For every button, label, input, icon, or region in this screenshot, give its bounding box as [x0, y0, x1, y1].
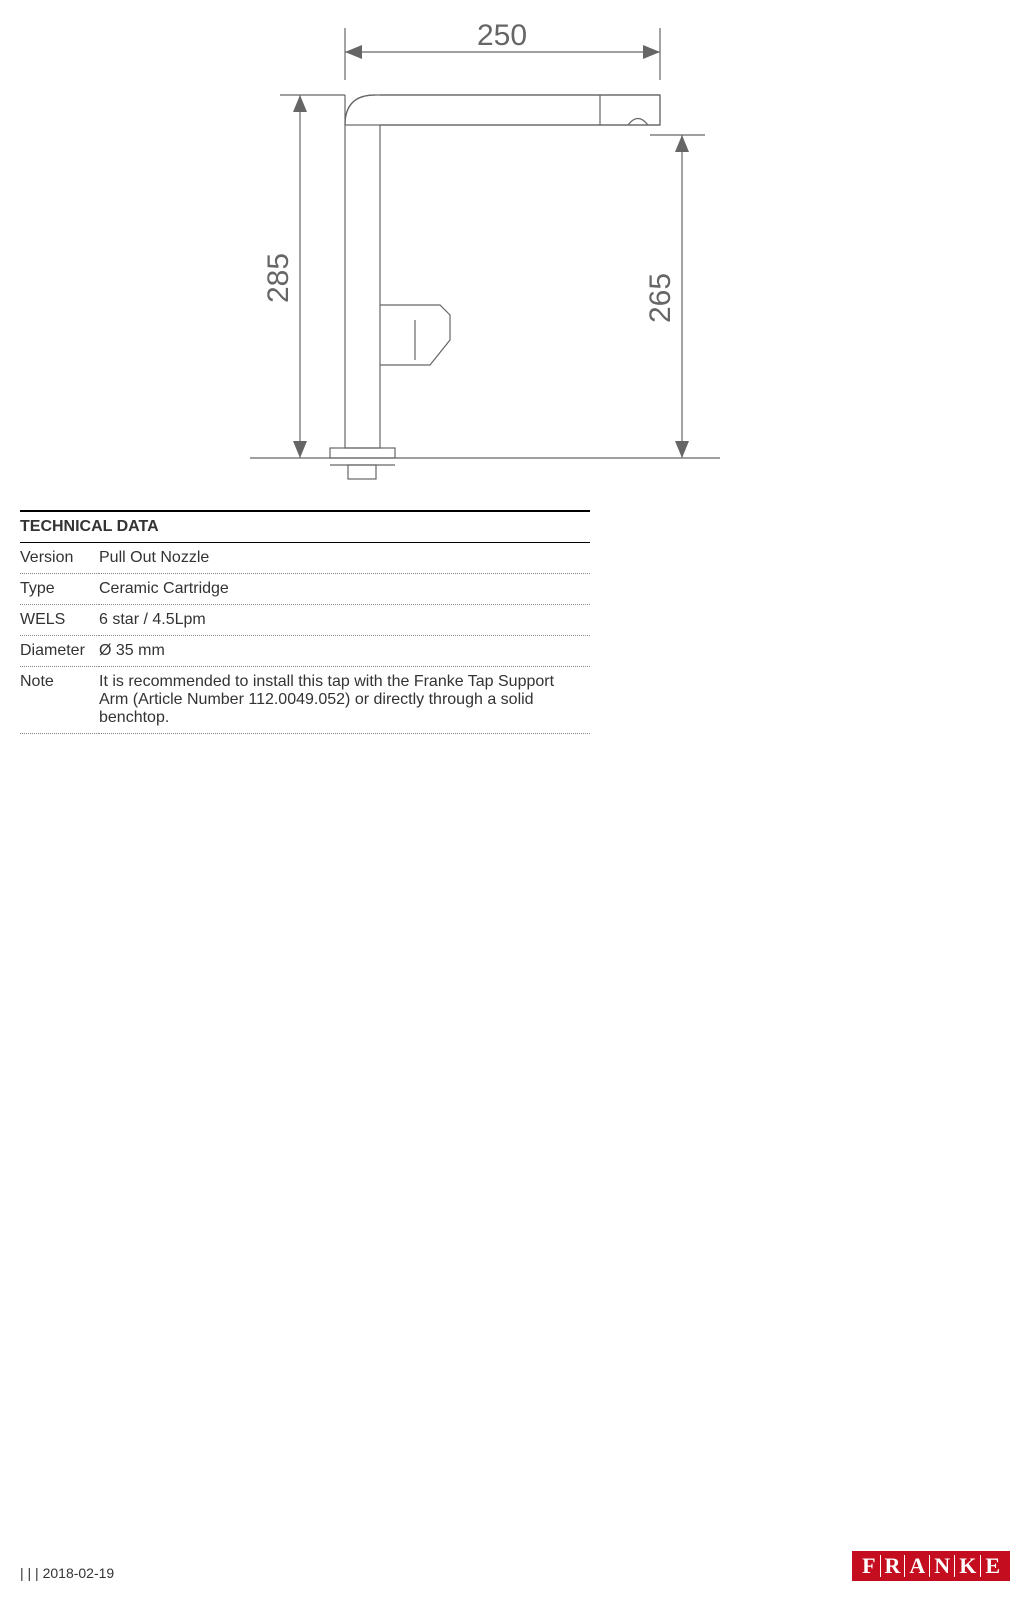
row-value: It is recommended to install this tap wi…: [99, 667, 590, 734]
table-row: Type Ceramic Cartridge: [20, 574, 590, 605]
logo-letter: N: [930, 1555, 955, 1577]
logo-letter: K: [955, 1555, 981, 1577]
dim-height-right-label: 265: [644, 273, 677, 323]
technical-data-table: TECHNICAL DATA Version Pull Out Nozzle T…: [20, 510, 590, 734]
row-value: Pull Out Nozzle: [99, 543, 590, 574]
row-value: Ceramic Cartridge: [99, 574, 590, 605]
table-row: Version Pull Out Nozzle: [20, 543, 590, 574]
dim-width-label: 250: [477, 20, 527, 52]
brand-logo: F R A N K E: [852, 1551, 1010, 1581]
logo-letter: R: [881, 1555, 906, 1577]
table-row: Note It is recommended to install this t…: [20, 667, 590, 734]
technical-drawing: 250 285 265: [250, 20, 720, 490]
row-key: Note: [20, 667, 99, 734]
row-value: Ø 35 mm: [99, 636, 590, 667]
row-value: 6 star / 4.5Lpm: [99, 605, 590, 636]
logo-letter: A: [905, 1555, 930, 1577]
table-title: TECHNICAL DATA: [20, 511, 590, 543]
logo-letter: E: [981, 1555, 1004, 1577]
footer: | | | 2018-02-19 F R A N K E: [20, 1541, 1010, 1581]
row-key: Diameter: [20, 636, 99, 667]
dim-height-left-label: 285: [262, 253, 295, 303]
footer-date: | | | 2018-02-19: [20, 1565, 114, 1581]
row-key: Type: [20, 574, 99, 605]
logo-letter: F: [858, 1555, 880, 1577]
table-row: WELS 6 star / 4.5Lpm: [20, 605, 590, 636]
row-key: Version: [20, 543, 99, 574]
row-key: WELS: [20, 605, 99, 636]
table-row: Diameter Ø 35 mm: [20, 636, 590, 667]
